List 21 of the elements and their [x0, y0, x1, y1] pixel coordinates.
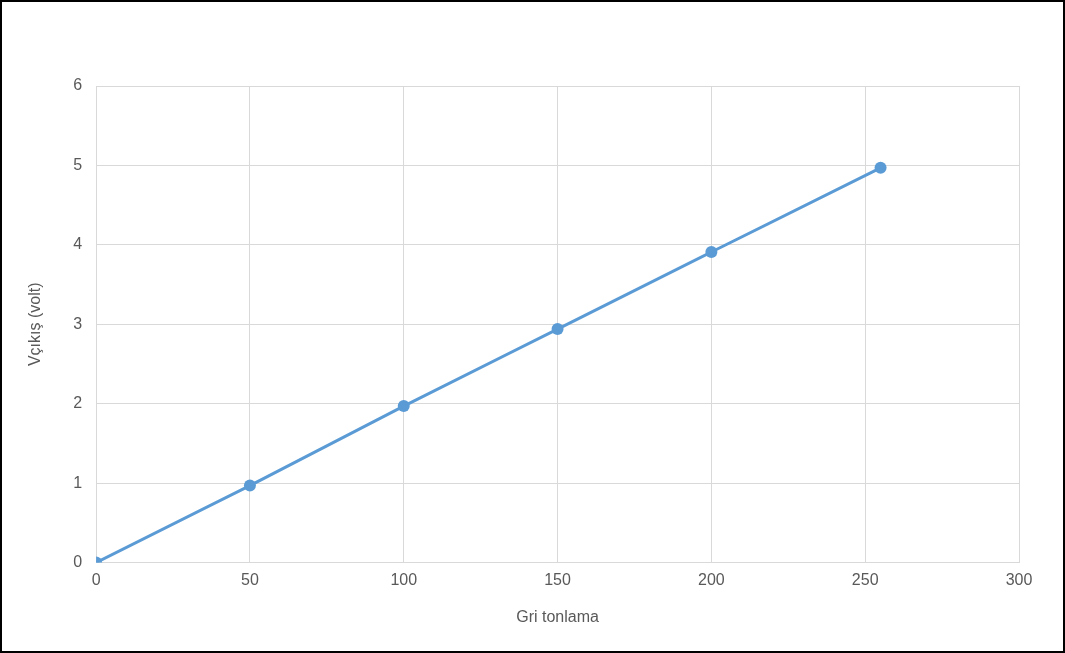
x-tick-label: 150 — [544, 570, 571, 588]
y-tick-label: 3 — [73, 314, 83, 332]
y-axis-title: Vçıkış (volt) — [26, 282, 44, 367]
x-tick-label: 0 — [91, 570, 101, 588]
x-tick-label: 200 — [698, 570, 725, 588]
y-tick-label: 1 — [73, 473, 83, 491]
point — [243, 479, 256, 492]
y-tick-label: 4 — [73, 235, 83, 253]
x-tick-label: 250 — [851, 570, 879, 588]
x-tick-label: 100 — [390, 570, 418, 588]
y-tick-label: 5 — [73, 155, 83, 173]
x-tick-label: 50 — [241, 570, 259, 588]
point — [551, 323, 564, 336]
y-tick-label: 0 — [73, 553, 83, 571]
point — [705, 246, 718, 259]
point — [874, 161, 887, 174]
x-tick-label: 300 — [1005, 570, 1033, 588]
point — [397, 400, 410, 413]
y-tick-label: 2 — [73, 394, 83, 412]
y-tick-label: 6 — [73, 76, 83, 94]
x-axis-title: Gri tonlama — [516, 607, 599, 625]
